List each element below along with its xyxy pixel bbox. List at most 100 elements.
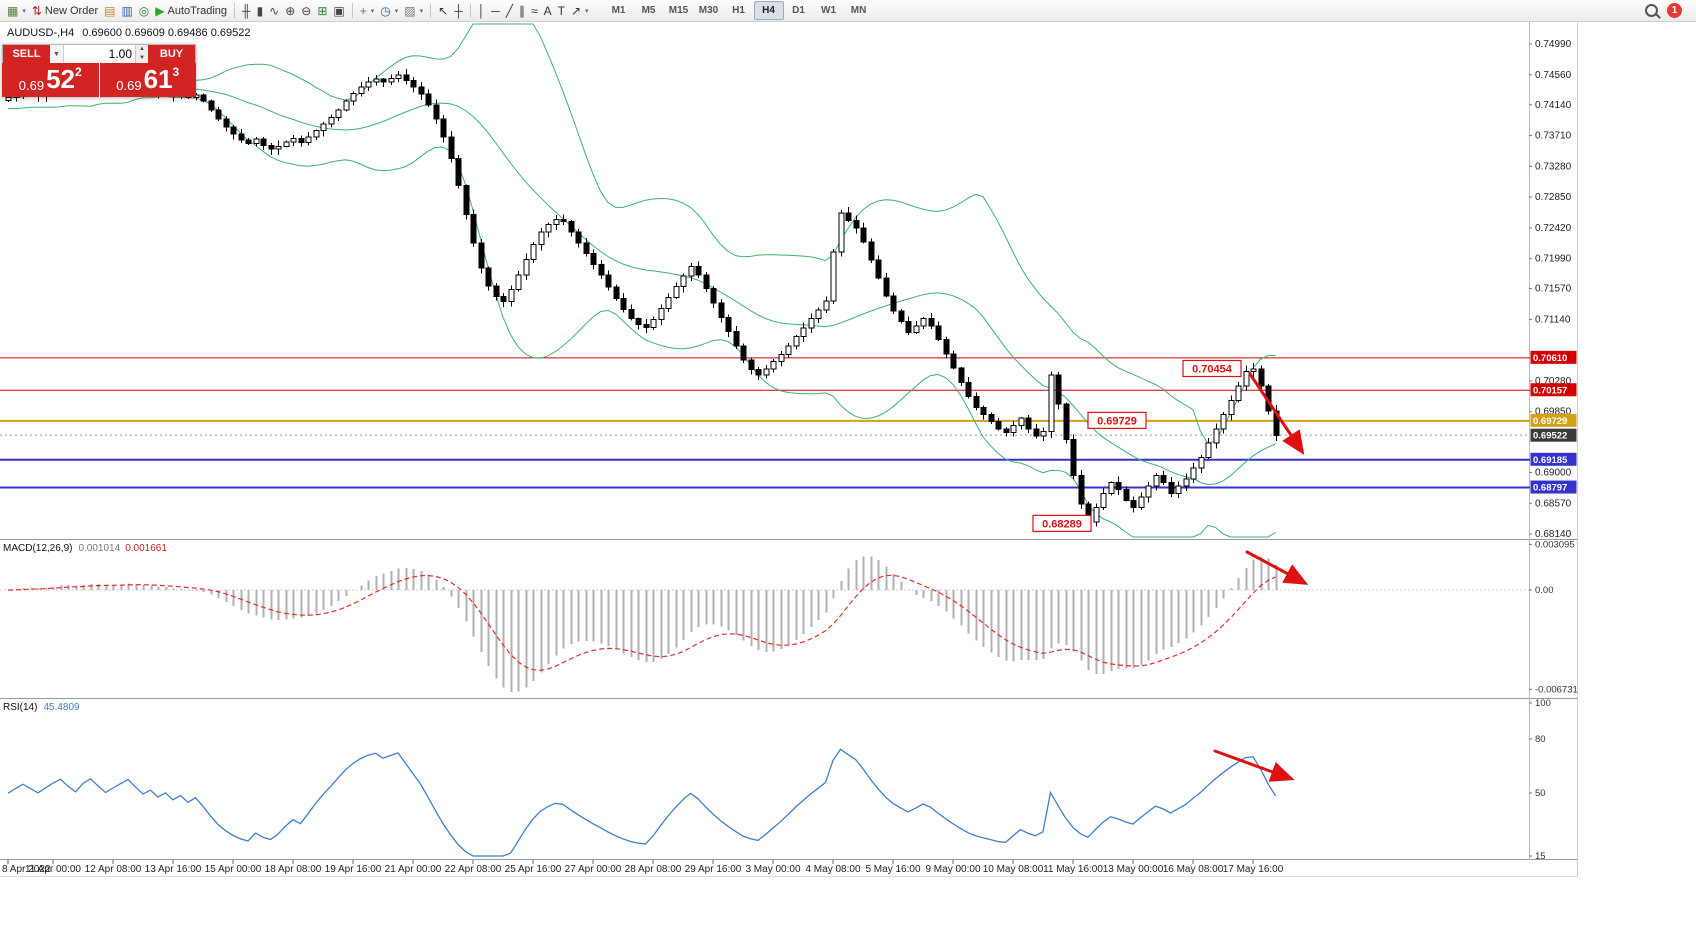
vertical-line-button[interactable]: │ bbox=[475, 2, 489, 20]
time-axis-label: 8 Apr 2022 bbox=[2, 864, 51, 875]
vertical-line-icon: │ bbox=[477, 3, 486, 18]
new-chart-button[interactable]: ▦ ▾ bbox=[4, 2, 29, 20]
templates-icon: ▨ bbox=[404, 3, 416, 18]
timeframe-m15[interactable]: M15 bbox=[668, 5, 689, 16]
navigator-button[interactable]: ◎ bbox=[136, 2, 152, 20]
arrange-windows-button[interactable]: ▣ bbox=[330, 2, 347, 20]
macd-histogram bbox=[7, 556, 1278, 692]
spinner-up-icon[interactable]: ▲ bbox=[139, 46, 145, 52]
label-button[interactable]: T bbox=[555, 2, 568, 20]
price-label-annotation[interactable]: 0.69729 bbox=[1087, 411, 1147, 429]
arrange-windows-icon: ▣ bbox=[333, 3, 345, 18]
new-order-button[interactable]: ⇅ New Order bbox=[29, 2, 101, 20]
candlestick-chart-button[interactable]: ▮ bbox=[254, 2, 267, 20]
bar-chart-button[interactable]: ╫ bbox=[239, 2, 254, 20]
svg-text:0.70610: 0.70610 bbox=[1533, 353, 1567, 364]
svg-text:0.68289: 0.68289 bbox=[1042, 518, 1082, 530]
svg-text:0.70157: 0.70157 bbox=[1533, 385, 1567, 396]
timeframe-w1[interactable]: W1 bbox=[821, 5, 837, 16]
time-axis-label: 11 May 16:00 bbox=[1043, 864, 1103, 875]
timeframe-mn[interactable]: MN bbox=[850, 5, 867, 16]
timeframe-d1[interactable]: D1 bbox=[792, 5, 805, 16]
price-axis-label: 0.73710 bbox=[1535, 131, 1572, 142]
timeframe-toolbar: M1 M5 M15 M30 H1 H4 D1 W1 MN bbox=[604, 1, 874, 20]
indicators-button[interactable]: + ▾ bbox=[357, 2, 378, 20]
data-window-icon: ▥ bbox=[121, 3, 133, 18]
timeframe-h1[interactable]: H1 bbox=[732, 5, 745, 16]
sell-price-button[interactable]: 0.69 52 2 bbox=[2, 63, 99, 97]
text-button[interactable]: A bbox=[541, 2, 555, 20]
search-icon[interactable] bbox=[1645, 4, 1658, 17]
dropdown-caret-icon[interactable]: ▾ bbox=[419, 7, 424, 15]
arrows-button[interactable]: ↗ ▾ bbox=[568, 2, 592, 20]
price-label-annotation[interactable]: 0.70454 bbox=[1182, 359, 1242, 378]
price-axis-tag: 0.69185 bbox=[1530, 452, 1577, 466]
volume-input[interactable] bbox=[64, 45, 135, 63]
price-axis-label: 0.68570 bbox=[1535, 498, 1572, 509]
crosshair-button[interactable]: ┼ bbox=[451, 2, 466, 20]
toolbar-right-group: 1 bbox=[1645, 3, 1692, 18]
market-watch-button[interactable]: ▤ bbox=[101, 2, 118, 20]
timeframe-m5[interactable]: M5 bbox=[641, 5, 656, 16]
text-icon: A bbox=[543, 3, 552, 18]
dropdown-caret-icon[interactable]: ▾ bbox=[22, 7, 26, 15]
volume-dropdown-icon[interactable]: ▼ bbox=[50, 45, 64, 63]
time-axis-label: 13 May 00:00 bbox=[1103, 864, 1164, 875]
sell-button[interactable]: SELL bbox=[3, 45, 50, 63]
channel-button[interactable]: ∥ bbox=[516, 2, 528, 20]
svg-text:0.69185: 0.69185 bbox=[1533, 455, 1568, 466]
toolbar-separator bbox=[469, 3, 471, 18]
price-axis-tag: 0.69729 bbox=[1530, 413, 1577, 427]
zoom-out-icon: ⊖ bbox=[301, 3, 312, 18]
horizontal-line-button[interactable]: ─ bbox=[488, 2, 503, 20]
price-axis-label: 0.74560 bbox=[1535, 70, 1572, 81]
cursor-button[interactable]: ↖ bbox=[435, 2, 451, 20]
buy-button[interactable]: BUY bbox=[148, 45, 195, 63]
macd-name: MACD(12,26,9) bbox=[3, 543, 73, 554]
spinner-down-icon[interactable]: ▼ bbox=[139, 55, 145, 61]
trend-arrow-annotation[interactable] bbox=[1213, 749, 1295, 782]
zoom-in-button[interactable]: ⊕ bbox=[282, 2, 298, 20]
trendline-button[interactable]: ╱ bbox=[503, 2, 516, 20]
notification-badge[interactable]: 1 bbox=[1667, 3, 1682, 18]
tile-windows-button[interactable]: ⊞ bbox=[314, 2, 330, 20]
volume-spinner[interactable]: ▲ ▼ bbox=[135, 45, 148, 63]
timeframe-m30[interactable]: M30 bbox=[698, 5, 719, 16]
dropdown-caret-icon[interactable]: ▾ bbox=[585, 7, 589, 15]
time-axis-label: 4 May 08:00 bbox=[805, 864, 860, 875]
time-axis-label: 17 May 16:00 bbox=[1223, 864, 1284, 875]
candles-layer bbox=[5, 69, 1280, 527]
macd-axis-label: 0.00 bbox=[1535, 585, 1554, 596]
timeframe-m1[interactable]: M1 bbox=[611, 5, 626, 16]
tile-windows-icon: ⊞ bbox=[317, 3, 328, 18]
toolbar-separator bbox=[351, 3, 353, 18]
price-axis-label: 0.69000 bbox=[1535, 468, 1572, 479]
price-label-annotation[interactable]: 0.68289 bbox=[1032, 514, 1092, 532]
time-axis-label: 28 Apr 08:00 bbox=[625, 864, 682, 875]
macd-main-value: 0.001014 bbox=[78, 543, 121, 554]
line-chart-button[interactable]: ∿ bbox=[266, 2, 282, 20]
trend-arrow-annotation[interactable] bbox=[1245, 550, 1309, 585]
line-chart-icon: ∿ bbox=[269, 3, 280, 18]
trend-arrow-annotation[interactable] bbox=[1248, 372, 1305, 455]
templates-button[interactable]: ▨ ▾ bbox=[401, 2, 426, 20]
dropdown-caret-icon[interactable]: ▾ bbox=[370, 7, 375, 15]
toolbar-separator bbox=[234, 3, 236, 18]
macd-signal-line bbox=[7, 574, 1276, 671]
periods-button[interactable]: ◷ ▾ bbox=[377, 2, 401, 20]
dropdown-caret-icon[interactable]: ▾ bbox=[394, 7, 399, 15]
zoom-out-button[interactable]: ⊖ bbox=[298, 2, 314, 20]
toolbar-buttons: ▦ ▾ ⇅ New Order ▤ ▥ ◎ ▶ AutoTrading ╫ ▮ ∿ ⊕ ⊖ ⊞ ▣ + ▾ ◷ ▾ ▨ ▾… bbox=[4, 2, 592, 20]
price-axis-label: 0.70280 bbox=[1535, 376, 1572, 387]
data-window-button[interactable]: ▥ bbox=[118, 2, 135, 20]
price-axis-label: 0.74140 bbox=[1535, 100, 1572, 111]
rsi-indicator-header: RSI(14) 45.4809 bbox=[3, 702, 80, 713]
timeframe-h4[interactable]: H4 bbox=[753, 1, 784, 20]
autotrading-button[interactable]: ▶ AutoTrading bbox=[152, 2, 230, 20]
time-axis-label: 25 Apr 16:00 bbox=[505, 864, 562, 875]
fibonacci-button[interactable]: ≈ bbox=[528, 2, 541, 20]
channel-icon: ∥ bbox=[518, 3, 525, 18]
symbol-title: AUDUSD-,H4 bbox=[7, 27, 75, 39]
buy-price-button[interactable]: 0.69 61 3 bbox=[99, 63, 196, 97]
